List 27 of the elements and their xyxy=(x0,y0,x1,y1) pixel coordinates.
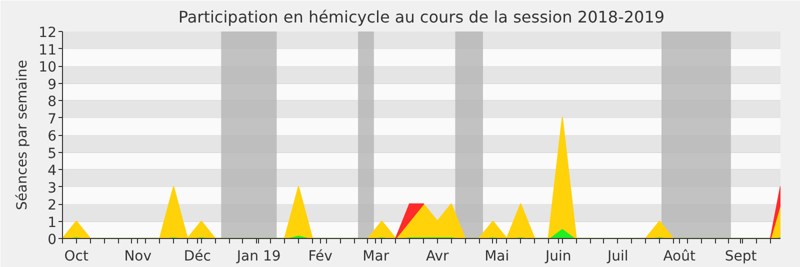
x-tick-label: Juin xyxy=(544,248,572,264)
x-tick-label: Août xyxy=(663,248,696,264)
y-tick-label: 6 xyxy=(48,128,57,144)
x-tick-label: Oct xyxy=(64,248,89,264)
x-tick-label: Nov xyxy=(124,248,152,264)
y-tick-label: 2 xyxy=(48,198,57,214)
y-tick-label: 4 xyxy=(48,163,57,179)
x-tick-label: Sept xyxy=(724,248,758,264)
y-axis-title: Séances par semaine xyxy=(14,60,31,210)
y-tick-label: 1 xyxy=(48,214,57,231)
x-tick-label: Déc xyxy=(184,248,211,264)
y-tick-label: 5 xyxy=(48,146,57,162)
x-tick-label: Avr xyxy=(426,248,450,264)
y-tick-label: 7 xyxy=(48,111,57,128)
y-tick-label: 12 xyxy=(38,25,57,41)
x-tick-label: Mai xyxy=(484,248,510,264)
y-tick-label: 0 xyxy=(48,232,57,248)
y-tick-label: 10 xyxy=(38,60,57,76)
x-tick-label: Fév xyxy=(308,248,332,264)
x-tick-label: Mar xyxy=(362,248,390,264)
y-tick-label: 9 xyxy=(48,76,57,93)
chart-title: Participation en hémicycle au cours de la session 2018-2019 xyxy=(178,8,665,26)
y-tick-label: 8 xyxy=(48,94,57,110)
x-tick-label: Jan 19 xyxy=(236,248,281,264)
y-tick-label: 3 xyxy=(48,180,57,196)
x-tick-label: Juil xyxy=(606,248,628,264)
y-tick-label: 11 xyxy=(38,42,57,58)
